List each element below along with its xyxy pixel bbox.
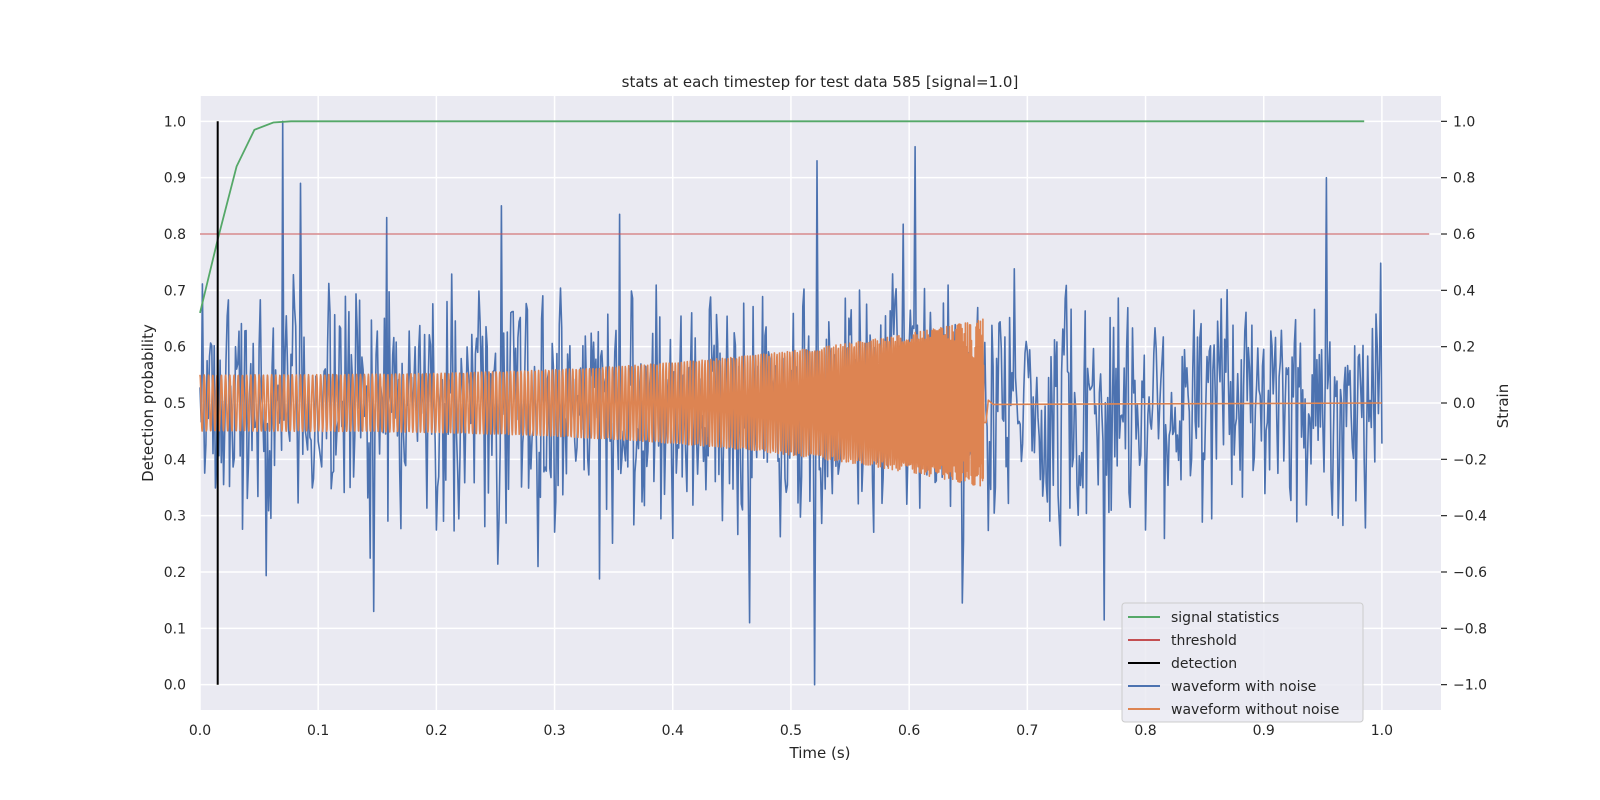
legend-label: waveform without noise [1171, 702, 1339, 718]
legend-label: detection [1171, 656, 1237, 672]
y2-tick-label: 0.6 [1453, 227, 1475, 243]
x-tick-label: 0.4 [662, 723, 684, 739]
x-axis-title: Time (s) [789, 744, 851, 762]
x-tick-label: 1.0 [1371, 723, 1393, 739]
y2-tick-label: −1.0 [1453, 678, 1487, 694]
series-waveform-without-noise [199, 318, 1382, 487]
y2-axis-ticks: −1.0 −0.8 −0.6 −0.4 −0.2 0.0 0.2 0.4 0.6 0.8 1.0 [1441, 114, 1487, 694]
series-layer [199, 120, 1430, 686]
x-tick-label: 0.6 [898, 723, 920, 739]
x-tick-label: 0.2 [425, 723, 447, 739]
legend-label: threshold [1171, 633, 1237, 649]
y2-tick-label: −0.2 [1453, 452, 1487, 468]
y2-tick-label: 0.8 [1453, 171, 1475, 187]
y-tick-label: 0.6 [164, 340, 186, 356]
legend: signal statistics threshold detection wavef… [1121, 602, 1364, 723]
y-tick-label: 0.8 [164, 227, 186, 243]
y-tick-label: 0.5 [164, 396, 186, 412]
y-tick-label: 0.9 [164, 171, 186, 187]
legend-label: signal statistics [1171, 610, 1279, 626]
x-tick-label: 0.7 [1016, 723, 1038, 739]
x-tick-label: 0.8 [1134, 723, 1156, 739]
y2-tick-label: −0.8 [1453, 621, 1487, 637]
y-tick-label: 1.0 [164, 114, 186, 130]
y2-tick-label: 0.2 [1453, 340, 1475, 356]
y-axis-ticks: 0.0 0.1 0.2 0.3 0.4 0.5 0.6 0.7 0.8 0.9 1.0 [164, 114, 186, 693]
y-tick-label: 0.4 [164, 452, 186, 468]
legend-box [1121, 602, 1364, 723]
legend-label: waveform with noise [1171, 679, 1316, 695]
y-tick-label: 0.1 [164, 621, 186, 637]
y2-tick-label: 0.0 [1453, 396, 1475, 412]
series-signal-statistics [199, 120, 1365, 314]
y-tick-label: 0.3 [164, 509, 186, 525]
y2-tick-label: 1.0 [1453, 114, 1475, 130]
chart-title: stats at each timestep for test data 585… [622, 73, 1019, 91]
y-axis-title: Detection probability [139, 324, 157, 482]
y2-tick-label: 0.4 [1453, 283, 1475, 299]
x-tick-label: 0.3 [543, 723, 565, 739]
y2-tick-label: −0.6 [1453, 565, 1487, 581]
y2-axis-title: Strain [1494, 384, 1512, 428]
y-tick-label: 0.7 [164, 283, 186, 299]
x-tick-label: 0.5 [780, 723, 802, 739]
x-tick-label: 0.9 [1253, 723, 1275, 739]
y-tick-label: 0.0 [164, 678, 186, 694]
x-tick-label: 0.1 [307, 723, 329, 739]
y-tick-label: 0.2 [164, 565, 186, 581]
x-axis-ticks: 0.0 0.1 0.2 0.3 0.4 0.5 0.6 0.7 0.8 0.9 1.0 [189, 723, 1393, 739]
y2-tick-label: −0.4 [1453, 509, 1487, 525]
x-tick-label: 0.0 [189, 723, 211, 739]
